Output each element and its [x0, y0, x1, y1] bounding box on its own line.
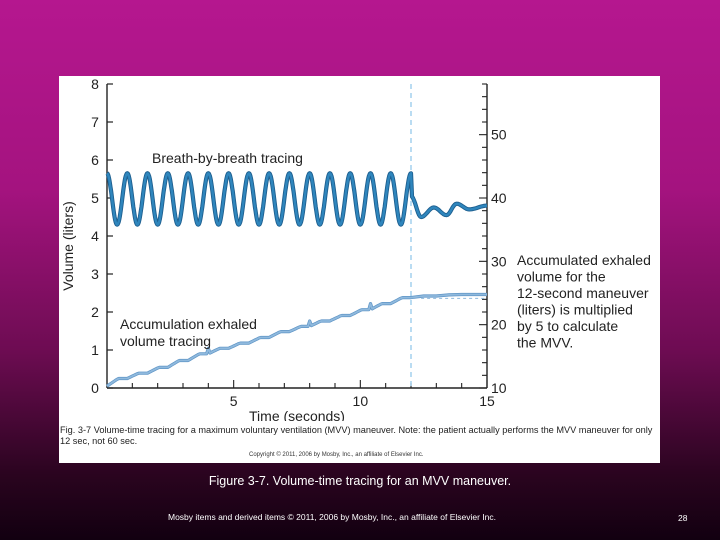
y-tick-label: 1	[91, 342, 99, 358]
accumulation-annotation-line: volume tracing	[120, 333, 211, 349]
breath-annotation: Breath-by-breath tracing	[152, 150, 303, 166]
y-tick-label: 5	[91, 190, 99, 206]
slide-footer: Mosby items and derived items © 2011, 20…	[168, 512, 497, 522]
slide-number: 28	[678, 513, 688, 523]
accumulation-annotation-line: Accumulation exhaled	[120, 316, 257, 332]
y-tick-label: 4	[91, 228, 99, 244]
mvv-note-line: Accumulated exhaled	[517, 252, 651, 268]
mvv-note-line: the MVV.	[517, 335, 573, 351]
figure-caption: Fig. 3-7 Volume-time tracing for a maxim…	[60, 425, 653, 446]
slide-caption: Figure 3-7. Volume-time tracing for an M…	[208, 474, 512, 488]
x-tick-label: 15	[479, 393, 495, 409]
y-axis-title: Volume (liters)	[60, 201, 76, 290]
mvv-note-line: (liters) is multiplied	[517, 302, 633, 318]
y2-tick-label: 10	[491, 380, 507, 396]
y2-tick-label: 30	[491, 253, 507, 269]
y-tick-label: 2	[91, 304, 99, 320]
y-tick-label: 7	[91, 114, 99, 130]
mvv-note-line: by 5 to calculate	[517, 318, 618, 334]
y2-tick-label: 40	[491, 190, 507, 206]
y-tick-label: 3	[91, 266, 99, 282]
figure-copyright: Copyright © 2011, 2006 by Mosby, Inc., a…	[249, 452, 424, 458]
y2-tick-label: 50	[491, 127, 507, 143]
figure-panel: 0 1 2 3 4 5 6 7 8 5 10 15 10 20 30 40 50 Time (seconds) Vo…	[59, 76, 660, 463]
breath-trace-line	[106, 172, 488, 226]
x-tick-label: 5	[230, 393, 238, 409]
y-tick-label: 6	[91, 152, 99, 168]
x-tick-label: 10	[353, 393, 369, 409]
y-tick-label: 8	[91, 76, 99, 92]
mvv-note-line: 12-second maneuver	[517, 285, 649, 301]
mvv-note-line: volume for the	[517, 269, 606, 285]
y2-tick-label: 20	[491, 317, 507, 333]
y-tick-label: 0	[91, 380, 99, 396]
x-axis-title: Time (seconds)	[249, 408, 345, 421]
accumulation-trace-line	[106, 293, 487, 387]
